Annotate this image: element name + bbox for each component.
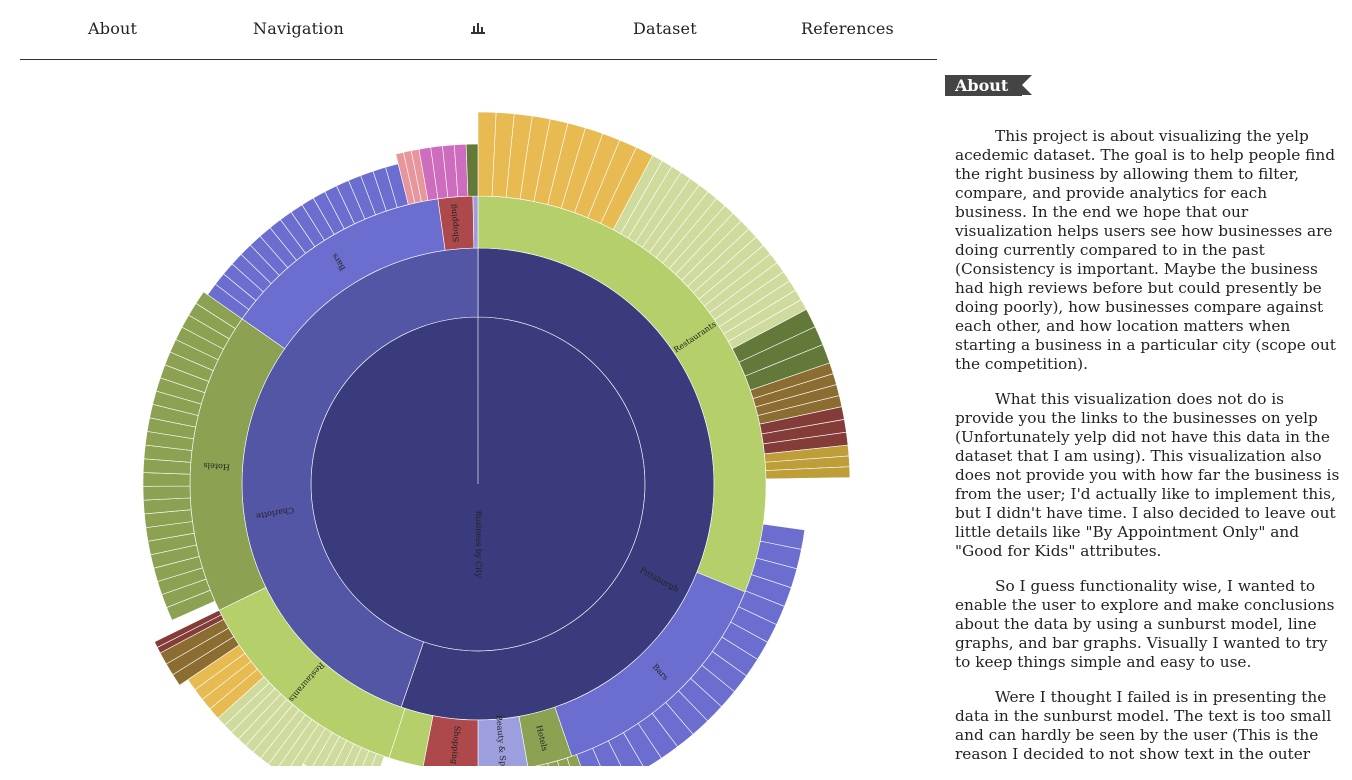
- root-label: Business by City: [474, 511, 483, 578]
- about-text: This project is about visualizing the ye…: [945, 127, 1340, 764]
- sunburst-chart: Business by CityPittsburghCharlotteResta…: [0, 60, 940, 766]
- about-paragraph: This project is about visualizing the ye…: [955, 127, 1340, 374]
- nav-dataset[interactable]: Dataset: [633, 19, 697, 38]
- about-tag: About: [945, 75, 1022, 96]
- about-paragraph: So I guess functionality wise, I wanted …: [955, 577, 1340, 672]
- about-paragraph: What this visualization does not do is p…: [955, 390, 1340, 561]
- outer-segment[interactable]: [143, 473, 190, 487]
- category-label: Hotels: [203, 461, 230, 472]
- about-panel: About This project is about visualizing …: [945, 75, 1340, 780]
- nav-about[interactable]: About: [88, 19, 137, 38]
- bar-chart-icon[interactable]: [471, 22, 485, 34]
- outer-segment[interactable]: [466, 144, 478, 196]
- nav-references[interactable]: References: [801, 19, 894, 38]
- about-paragraph: Were I thought I failed is in presenting…: [955, 688, 1340, 764]
- category-segment[interactable]: [473, 196, 478, 248]
- top-navigation: About Navigation Dataset References: [20, 0, 937, 60]
- nav-navigation[interactable]: Navigation: [253, 19, 344, 38]
- outer-segment[interactable]: [143, 486, 190, 500]
- sunburst-root[interactable]: [311, 317, 645, 651]
